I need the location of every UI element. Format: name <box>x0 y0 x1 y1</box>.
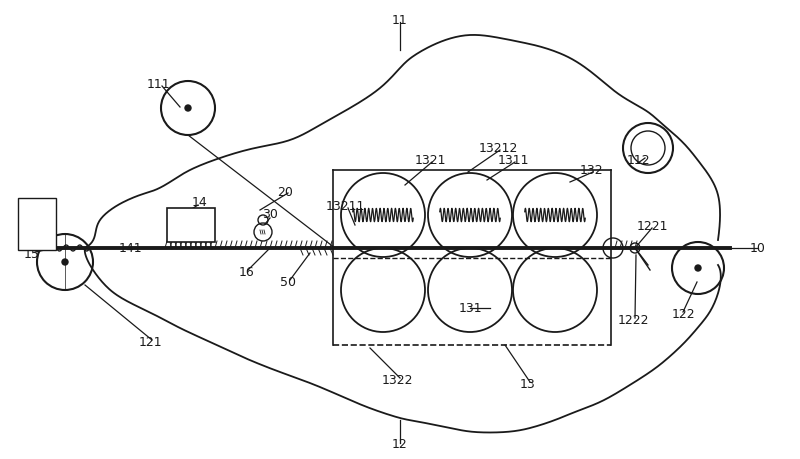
Text: 50: 50 <box>280 275 296 289</box>
Text: 1322: 1322 <box>382 374 413 386</box>
Text: 141: 141 <box>118 241 142 254</box>
Text: 16: 16 <box>239 265 255 279</box>
Text: 10: 10 <box>750 241 766 254</box>
Text: 121: 121 <box>138 336 162 348</box>
Text: 11: 11 <box>392 13 408 27</box>
Text: 14: 14 <box>192 196 208 208</box>
Text: 20: 20 <box>277 185 293 198</box>
Text: 1222: 1222 <box>618 313 649 326</box>
Bar <box>167 208 215 242</box>
Circle shape <box>695 265 701 271</box>
Text: 122: 122 <box>671 308 695 321</box>
Circle shape <box>62 259 68 265</box>
Text: 13: 13 <box>520 377 536 391</box>
Text: 1321: 1321 <box>414 153 446 167</box>
Text: 111: 111 <box>146 78 170 90</box>
Circle shape <box>185 105 191 111</box>
Text: 132: 132 <box>579 163 603 177</box>
Text: 112: 112 <box>626 153 650 167</box>
Text: 131: 131 <box>458 302 482 314</box>
Text: 12: 12 <box>392 438 408 452</box>
Text: 1311: 1311 <box>498 153 529 167</box>
Text: 1221: 1221 <box>636 219 668 233</box>
Text: 13211: 13211 <box>326 200 365 213</box>
Text: 15: 15 <box>24 247 40 261</box>
Bar <box>18 198 56 250</box>
Text: 30: 30 <box>262 208 278 222</box>
Text: 13212: 13212 <box>478 141 518 155</box>
